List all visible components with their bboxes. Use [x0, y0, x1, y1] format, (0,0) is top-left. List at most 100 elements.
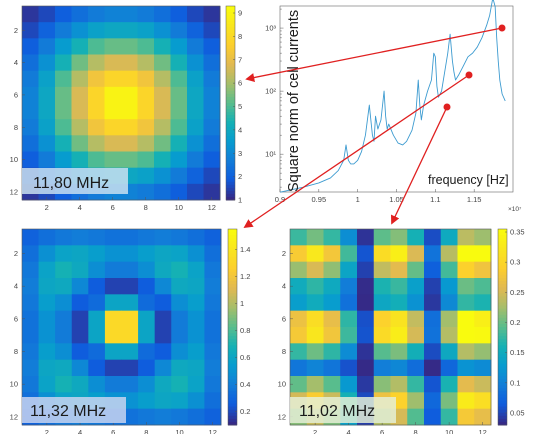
heatmap-cell	[154, 167, 171, 185]
heatmap-cell	[121, 294, 139, 312]
heatmap-cell	[55, 54, 72, 72]
heatmap-cell	[22, 86, 39, 104]
colorbar-segment	[228, 403, 237, 408]
y-tick-label: 10²	[265, 87, 276, 96]
colorbar-segment	[228, 320, 237, 325]
colorbar-frame	[227, 228, 238, 426]
colorbar-segment	[228, 293, 237, 297]
colorbar-segment	[226, 87, 235, 92]
heatmap-cell	[121, 359, 139, 377]
heatmap-cell	[170, 38, 188, 55]
colorbar-segment	[498, 369, 507, 374]
x-tick-label: 4	[78, 428, 82, 434]
heatmap-cell	[38, 151, 56, 169]
x-tick-label: 1.05	[389, 195, 404, 204]
heatmap-cell	[340, 343, 358, 361]
y-tick-label: 12	[10, 412, 18, 421]
heatmap-cell	[22, 261, 39, 279]
y-tick-label: 6	[282, 314, 286, 323]
heatmap-cell	[154, 70, 171, 88]
heatmap-cell	[340, 261, 358, 279]
colorbar-tick-label: 0.25	[510, 288, 525, 297]
colorbar-tick-label: 3	[238, 149, 242, 158]
heatmap-cell	[88, 359, 106, 377]
heatmap-cell	[290, 376, 308, 393]
heatmap-cell	[203, 86, 221, 104]
heatmap-cell	[88, 310, 106, 328]
heatmap-cell	[440, 343, 458, 361]
colorbar-segment	[498, 244, 507, 248]
heatmap-cell	[373, 327, 391, 344]
heatmap-cell	[121, 86, 138, 104]
colorbar-segment	[226, 39, 235, 43]
heatmap-cell	[154, 229, 172, 246]
colorbar-segment	[226, 184, 235, 189]
heatmap-cell	[457, 278, 475, 295]
heatmap-cell	[170, 22, 188, 39]
heatmap-cell	[373, 261, 391, 279]
colorbar-segment	[228, 400, 237, 405]
heatmap-cell	[104, 38, 122, 55]
heatmap-title-11-80: 11,80 MHz	[33, 175, 109, 192]
heatmap-cell	[170, 54, 188, 72]
colorbar-segment	[226, 33, 235, 37]
heatmap-cell	[187, 376, 205, 393]
heatmap-cell	[55, 22, 72, 39]
heatmap-cell	[88, 38, 105, 55]
heatmap-cell	[474, 376, 492, 393]
heatmap-cell	[38, 22, 56, 39]
colorbar-segment	[498, 241, 507, 245]
heatmap-cell	[390, 327, 408, 344]
heatmap-cell	[154, 54, 171, 72]
colorbar-segment	[228, 232, 237, 236]
heatmap-cell	[306, 229, 324, 246]
heatmap-cell	[290, 310, 308, 328]
colorbar-segment	[228, 348, 237, 352]
heatmap-cell	[187, 54, 204, 72]
colorbar-segment	[498, 290, 507, 294]
heatmap-cell	[306, 245, 324, 263]
heatmap-cell	[390, 278, 408, 295]
colorbar-segment	[226, 81, 235, 86]
heatmap-cell	[187, 278, 205, 295]
colorbar-segment	[228, 354, 237, 359]
heatmap-cell	[306, 343, 324, 361]
colorbar-segment	[498, 265, 507, 270]
heatmap-cell	[138, 229, 156, 246]
heatmap-cell	[137, 135, 155, 152]
colorbar-segment	[226, 139, 235, 143]
heatmap-cell	[187, 408, 205, 426]
heatmap-cell	[187, 103, 204, 120]
heatmap-cell	[22, 310, 39, 328]
heatmap-11-02-mhz-axes: 2 4 6 8 10 12 2 4 6 8 10 12	[278, 228, 492, 434]
heatmap-cell	[171, 408, 189, 426]
heatmap-cell	[71, 310, 89, 328]
heatmap-cell	[55, 151, 72, 169]
heatmap-cell	[306, 359, 324, 377]
heatmap-cell	[407, 229, 425, 246]
heatmap-cell	[340, 294, 358, 312]
heatmap-cell	[22, 229, 39, 246]
heatmap-cell	[440, 310, 458, 328]
heatmap-cell	[187, 119, 204, 136]
heatmap-cell	[440, 327, 458, 344]
heatmap-cell	[204, 359, 222, 377]
heatmap-cell	[373, 278, 391, 295]
heatmap-cell	[373, 310, 391, 328]
colorbar-segment	[228, 409, 237, 414]
heatmap-cell	[121, 310, 139, 328]
colorbar-segment	[228, 284, 237, 288]
heatmap-cell	[424, 310, 442, 328]
heatmap-cell	[204, 310, 222, 328]
heatmap-cell	[71, 376, 89, 393]
heatmap-frame	[21, 5, 221, 201]
heatmap-cell	[55, 119, 72, 136]
heatmap-cell	[121, 278, 139, 295]
heatmap-cell	[38, 229, 56, 246]
heatmap-cell	[121, 327, 139, 344]
colorbar-tick-label: 1	[240, 299, 244, 308]
heatmap-cell	[104, 327, 122, 344]
resonance-marker	[498, 24, 506, 32]
colorbar-segment	[228, 259, 237, 264]
